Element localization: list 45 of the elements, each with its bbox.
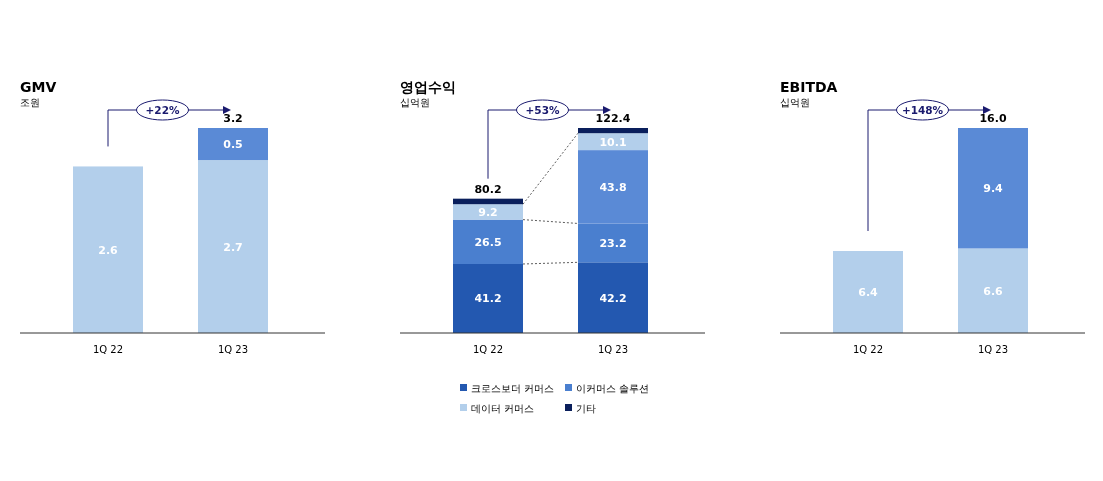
x-tick-label: 1Q 23 bbox=[217, 344, 249, 355]
data-label: 23.2 bbox=[599, 236, 627, 250]
x-tick-label: 1Q 22 bbox=[852, 344, 884, 355]
legend-label: 데이터 커머스 bbox=[471, 403, 535, 414]
text: +22% bbox=[145, 104, 180, 116]
bar bbox=[453, 219, 523, 264]
bar bbox=[578, 133, 648, 151]
data-label: 10.1 bbox=[599, 135, 627, 149]
legend-label: 이커머스 솔루션 bbox=[576, 383, 650, 394]
data-label: 2.6 bbox=[98, 243, 119, 257]
x-tick-label: 1Q 22 bbox=[472, 344, 504, 355]
bar bbox=[578, 150, 648, 224]
legend-label: 크로스보더 커머스 bbox=[471, 383, 555, 394]
data-label: 42.2 bbox=[599, 291, 627, 305]
x-tick-label: 1Q 23 bbox=[597, 344, 629, 355]
data-label: 6.4 bbox=[858, 286, 879, 299]
chart-title: GMV bbox=[20, 79, 57, 95]
bar bbox=[578, 223, 648, 263]
data-label: 41.2 bbox=[474, 292, 502, 306]
total-label: 80.2 bbox=[474, 182, 502, 196]
total-label: 122.4 bbox=[595, 112, 631, 125]
chart-subtitle: 십억원 bbox=[780, 97, 810, 108]
bar bbox=[453, 198, 523, 205]
chart-subtitle: 조원 bbox=[20, 97, 40, 108]
chart-title: 영업수익 bbox=[400, 79, 456, 95]
data-label: 9.4 bbox=[983, 182, 1004, 196]
data-label: 26.5 bbox=[474, 235, 502, 249]
chart-title: EBITDA bbox=[780, 79, 838, 95]
data-label: 2.7 bbox=[223, 240, 243, 254]
bar bbox=[578, 262, 648, 333]
data-label: 0.5 bbox=[223, 138, 243, 152]
bar bbox=[453, 264, 523, 333]
total-label: 16.0 bbox=[979, 112, 1007, 125]
chart-subtitle: 십억원 bbox=[400, 97, 430, 108]
data-label: 43.8 bbox=[599, 180, 627, 194]
x-tick-label: 1Q 23 bbox=[977, 344, 1009, 355]
total-label: 3.2 bbox=[223, 112, 243, 125]
data-label: 9.2 bbox=[478, 205, 498, 219]
bar bbox=[453, 204, 523, 220]
bar bbox=[578, 128, 648, 134]
text: +148% bbox=[901, 104, 944, 116]
data-label: 6.6 bbox=[983, 284, 1004, 298]
text: +53% bbox=[525, 104, 560, 116]
legend-label: 기타 bbox=[576, 403, 596, 414]
x-tick-label: 1Q 22 bbox=[92, 344, 124, 355]
